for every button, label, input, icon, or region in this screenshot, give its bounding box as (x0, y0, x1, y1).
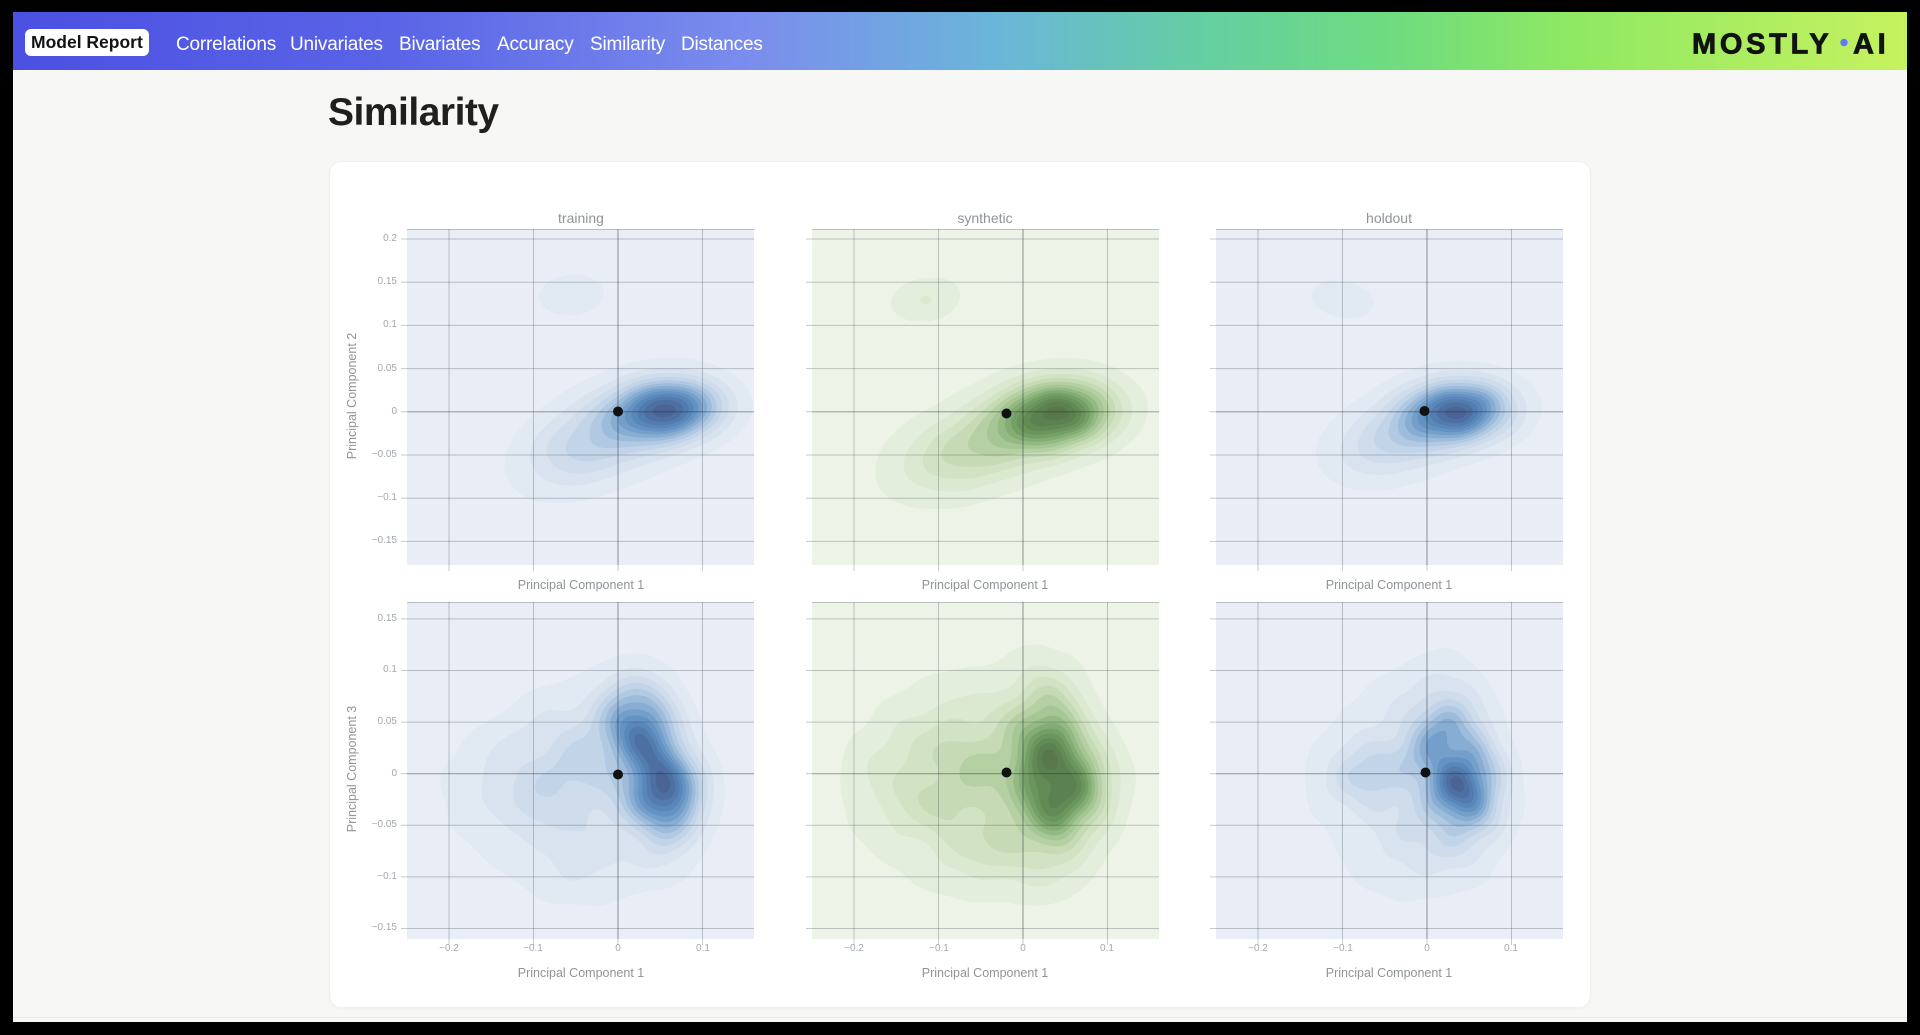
svg-text:MOSTLY: MOSTLY (1692, 31, 1832, 61)
svg-text:AI: AI (1853, 31, 1889, 61)
